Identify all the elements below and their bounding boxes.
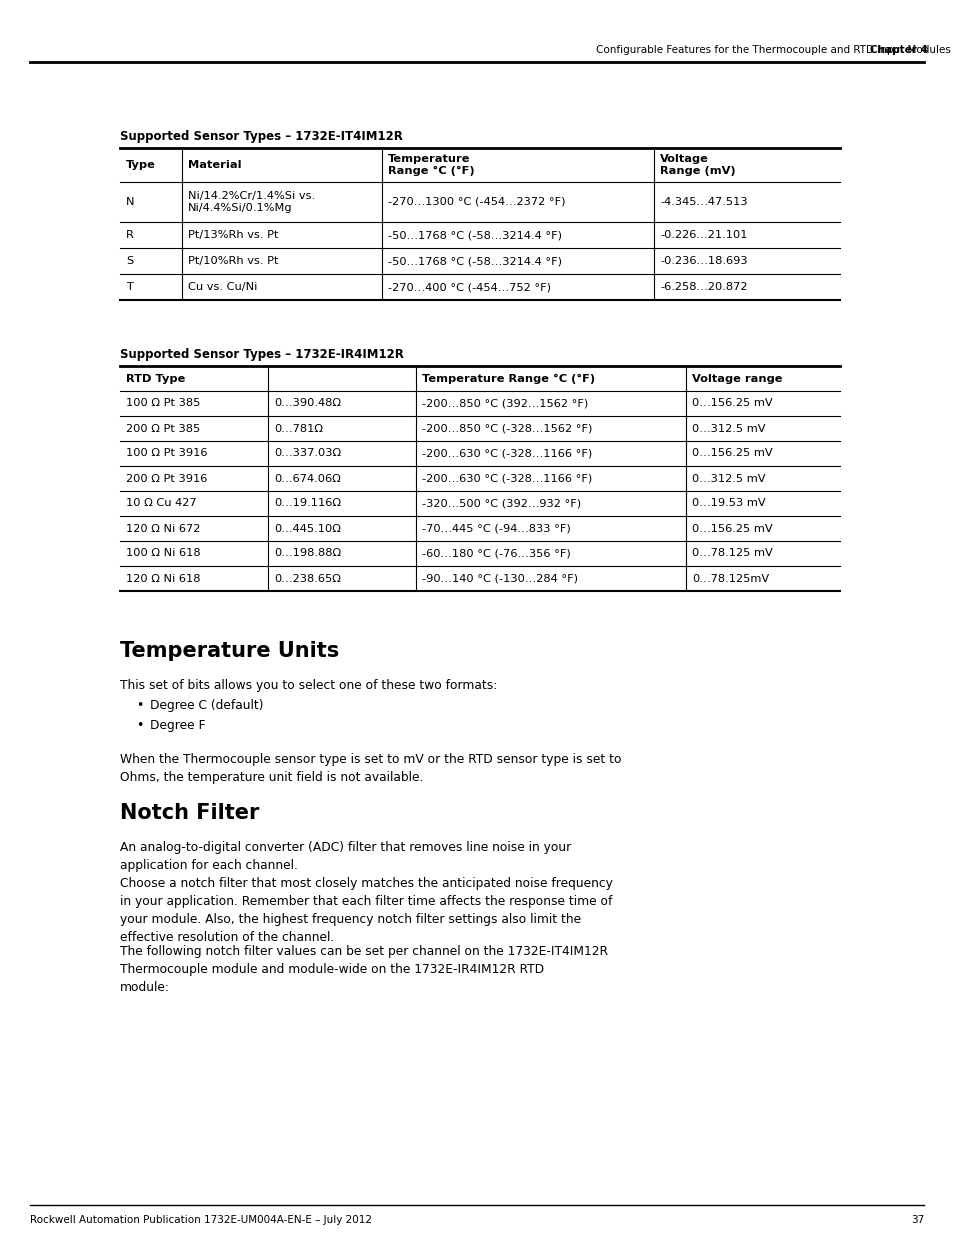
Text: 37: 37: [910, 1215, 923, 1225]
Text: 0…390.48Ω: 0…390.48Ω: [274, 399, 340, 409]
Text: Rockwell Automation Publication 1732E-UM004A-EN-E – July 2012: Rockwell Automation Publication 1732E-UM…: [30, 1215, 372, 1225]
Text: -200…850 °C (392…1562 °F): -200…850 °C (392…1562 °F): [421, 399, 588, 409]
Text: 0…19.53 mV: 0…19.53 mV: [691, 499, 765, 509]
Text: Voltage
Range (mV): Voltage Range (mV): [659, 154, 735, 177]
Text: When the Thermocouple sensor type is set to mV or the RTD sensor type is set to
: When the Thermocouple sensor type is set…: [120, 753, 620, 784]
Text: Material: Material: [188, 161, 241, 170]
Text: Choose a notch filter that most closely matches the anticipated noise frequency
: Choose a notch filter that most closely …: [120, 877, 612, 944]
Text: -6.258…20.872: -6.258…20.872: [659, 282, 747, 291]
Text: Configurable Features for the Thermocouple and RTD Input Modules: Configurable Features for the Thermocoup…: [596, 44, 950, 56]
Text: -270…1300 °C (-454…2372 °F): -270…1300 °C (-454…2372 °F): [388, 198, 565, 207]
Text: 200 Ω Pt 385: 200 Ω Pt 385: [126, 424, 200, 433]
Text: -320…500 °C (392…932 °F): -320…500 °C (392…932 °F): [421, 499, 580, 509]
Text: T: T: [126, 282, 132, 291]
Text: Degree F: Degree F: [150, 719, 205, 732]
Text: 0…78.125 mV: 0…78.125 mV: [691, 548, 772, 558]
Text: -200…630 °C (-328…1166 °F): -200…630 °C (-328…1166 °F): [421, 473, 592, 483]
Text: 0…674.06Ω: 0…674.06Ω: [274, 473, 340, 483]
Text: 0…781Ω: 0…781Ω: [274, 424, 323, 433]
Text: 100 Ω Pt 3916: 100 Ω Pt 3916: [126, 448, 208, 458]
Text: 0…198.88Ω: 0…198.88Ω: [274, 548, 341, 558]
Text: -200…630 °C (-328…1166 °F): -200…630 °C (-328…1166 °F): [421, 448, 592, 458]
Text: -70…445 °C (-94…833 °F): -70…445 °C (-94…833 °F): [421, 524, 570, 534]
Text: 0…156.25 mV: 0…156.25 mV: [691, 524, 772, 534]
Text: 100 Ω Ni 618: 100 Ω Ni 618: [126, 548, 200, 558]
Text: RTD Type: RTD Type: [126, 373, 185, 384]
Text: 0…238.65Ω: 0…238.65Ω: [274, 573, 340, 583]
Text: Notch Filter: Notch Filter: [120, 803, 259, 823]
Text: -60…180 °C (-76…356 °F): -60…180 °C (-76…356 °F): [421, 548, 570, 558]
Text: Cu vs. Cu/Ni: Cu vs. Cu/Ni: [188, 282, 257, 291]
Text: The following notch filter values can be set per channel on the 1732E-IT4IM12R
T: The following notch filter values can be…: [120, 945, 607, 994]
Text: Supported Sensor Types – 1732E-IT4IM12R: Supported Sensor Types – 1732E-IT4IM12R: [120, 130, 402, 143]
Text: Ni/14.2%Cr/1.4%Si vs.
Ni/4.4%Si/0.1%Mg: Ni/14.2%Cr/1.4%Si vs. Ni/4.4%Si/0.1%Mg: [188, 190, 314, 214]
Text: 10 Ω Cu 427: 10 Ω Cu 427: [126, 499, 196, 509]
Text: Degree C (default): Degree C (default): [150, 699, 263, 713]
Text: -0.226…21.101: -0.226…21.101: [659, 230, 747, 240]
Text: 100 Ω Pt 385: 100 Ω Pt 385: [126, 399, 200, 409]
Text: 0…78.125mV: 0…78.125mV: [691, 573, 768, 583]
Text: 0…312.5 mV: 0…312.5 mV: [691, 424, 764, 433]
Text: 0…337.03Ω: 0…337.03Ω: [274, 448, 341, 458]
Text: 0…312.5 mV: 0…312.5 mV: [691, 473, 764, 483]
Text: 200 Ω Pt 3916: 200 Ω Pt 3916: [126, 473, 207, 483]
Text: N: N: [126, 198, 134, 207]
Text: Supported Sensor Types – 1732E-IR4IM12R: Supported Sensor Types – 1732E-IR4IM12R: [120, 348, 403, 361]
Text: 120 Ω Ni 672: 120 Ω Ni 672: [126, 524, 200, 534]
Text: Temperature
Range °C (°F): Temperature Range °C (°F): [388, 153, 475, 177]
Text: Pt/13%Rh vs. Pt: Pt/13%Rh vs. Pt: [188, 230, 278, 240]
Text: This set of bits allows you to select one of these two formats:: This set of bits allows you to select on…: [120, 679, 497, 692]
Text: S: S: [126, 256, 133, 266]
Text: An analog-to-digital converter (ADC) filter that removes line noise in your
appl: An analog-to-digital converter (ADC) fil…: [120, 841, 571, 872]
Text: 0…156.25 mV: 0…156.25 mV: [691, 399, 772, 409]
Text: Type: Type: [126, 161, 155, 170]
Text: Temperature Units: Temperature Units: [120, 641, 339, 661]
Text: -50…1768 °C (-58…3214.4 °F): -50…1768 °C (-58…3214.4 °F): [388, 256, 561, 266]
Text: Pt/10%Rh vs. Pt: Pt/10%Rh vs. Pt: [188, 256, 278, 266]
Text: -50…1768 °C (-58…3214.4 °F): -50…1768 °C (-58…3214.4 °F): [388, 230, 561, 240]
Text: 0…156.25 mV: 0…156.25 mV: [691, 448, 772, 458]
Text: -200…850 °C (-328…1562 °F): -200…850 °C (-328…1562 °F): [421, 424, 592, 433]
Text: -90…140 °C (-130…284 °F): -90…140 °C (-130…284 °F): [421, 573, 578, 583]
Text: 0…445.10Ω: 0…445.10Ω: [274, 524, 340, 534]
Text: Voltage range: Voltage range: [691, 373, 781, 384]
Text: -4.345…47.513: -4.345…47.513: [659, 198, 747, 207]
Text: 0…19.116Ω: 0…19.116Ω: [274, 499, 340, 509]
Text: R: R: [126, 230, 133, 240]
Text: Temperature Range °C (°F): Temperature Range °C (°F): [421, 373, 595, 384]
Text: -0.236…18.693: -0.236…18.693: [659, 256, 747, 266]
Text: -270…400 °C (-454…752 °F): -270…400 °C (-454…752 °F): [388, 282, 551, 291]
Text: •: •: [136, 719, 143, 732]
Text: Chapter 4: Chapter 4: [869, 44, 927, 56]
Text: 120 Ω Ni 618: 120 Ω Ni 618: [126, 573, 200, 583]
Text: •: •: [136, 699, 143, 713]
